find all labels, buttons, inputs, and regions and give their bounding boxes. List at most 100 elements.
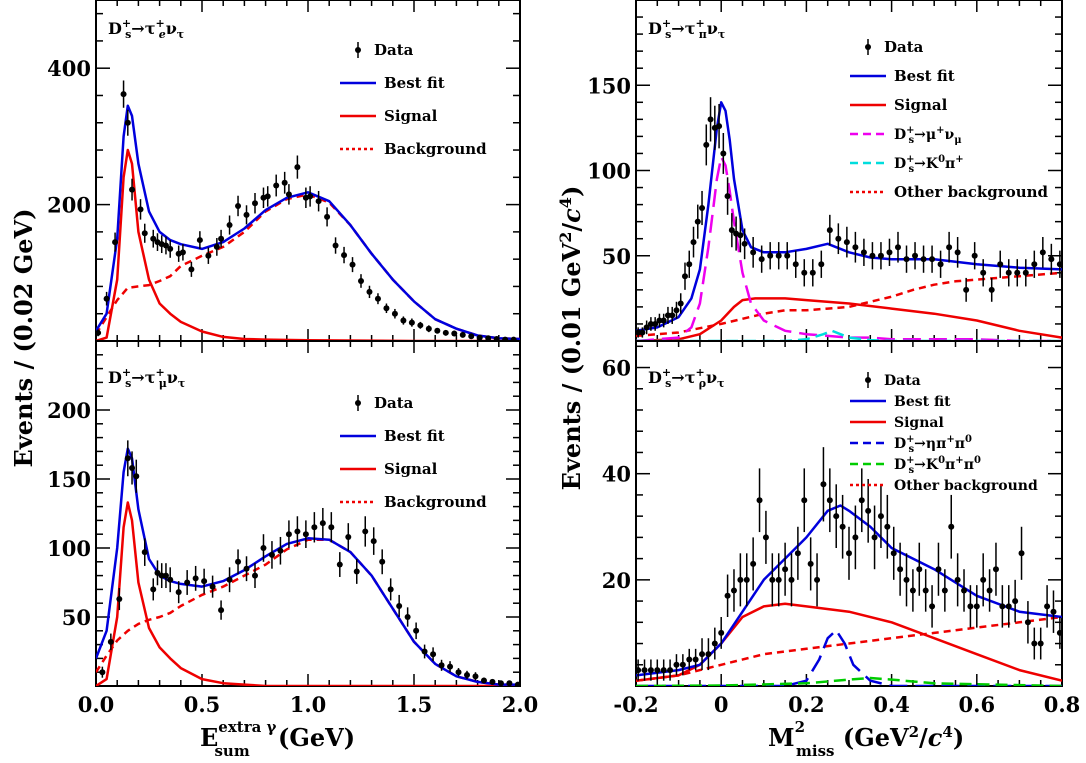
data-point xyxy=(801,497,808,504)
data-point xyxy=(192,575,199,582)
data-point xyxy=(408,319,415,326)
data-point xyxy=(162,242,169,249)
data-point xyxy=(820,481,827,488)
data-point xyxy=(641,667,648,674)
data-point xyxy=(158,572,165,579)
data-point xyxy=(154,569,161,576)
data-point xyxy=(1056,261,1062,268)
data-point xyxy=(707,116,714,123)
panel-br: -0.2 0 0.2 0.4 0.6 0.8 20 40 60 D+ s→τ+ ρντ Data Best… xyxy=(602,340,1081,717)
data-point xyxy=(124,455,131,462)
data-point xyxy=(141,549,148,556)
data-point xyxy=(711,640,718,647)
data-point xyxy=(750,560,757,567)
data-point xyxy=(809,269,816,276)
y-tick-label: 400 xyxy=(47,56,91,81)
legend-label: Data xyxy=(374,41,414,59)
data-point xyxy=(1012,598,1019,605)
data-point xyxy=(107,638,114,645)
legend-label: Best fit xyxy=(384,427,445,445)
x-tick-label: 0.8 xyxy=(1044,692,1081,717)
data-point xyxy=(705,651,712,658)
data-point xyxy=(358,277,364,284)
data-point xyxy=(235,202,242,209)
data-point xyxy=(260,545,267,551)
right-x-axis-label: M2 miss (GeV2/c4) xyxy=(768,718,964,760)
data-point xyxy=(948,523,955,530)
data-point xyxy=(510,336,517,341)
data-point xyxy=(762,534,769,541)
data-point xyxy=(332,242,339,249)
y-tick-label: 60 xyxy=(602,356,631,381)
data-point xyxy=(852,534,859,541)
data-point xyxy=(277,547,284,554)
y-tick-label: 40 xyxy=(602,462,631,487)
data-point xyxy=(175,589,182,596)
data-point xyxy=(660,667,667,674)
data-point xyxy=(903,576,910,583)
legend-label: Data xyxy=(884,373,921,389)
data-point xyxy=(374,295,381,302)
data-point xyxy=(307,193,314,200)
other-background-curve xyxy=(636,271,1062,338)
data-point xyxy=(1037,640,1044,647)
data-point xyxy=(345,533,352,540)
data-point xyxy=(1024,619,1031,626)
data-point xyxy=(743,576,750,583)
data-point xyxy=(129,186,136,193)
data-point xyxy=(167,576,174,583)
y-tick-label: 100 xyxy=(587,159,631,184)
legend-label: Data xyxy=(374,394,414,412)
data-point xyxy=(294,164,301,171)
plot-frame xyxy=(635,340,1063,687)
left-y-axis-label: Events / (0.02 GeV) xyxy=(9,209,38,468)
data-point xyxy=(425,325,432,332)
data-point xyxy=(506,680,513,686)
data-point xyxy=(464,671,470,678)
data-point xyxy=(447,663,454,670)
panel-bl: 0.0 0.5 1.0 1.5 2.0 50 100 150 200 D+ s→τ+ μντ Data B… xyxy=(47,340,538,717)
data-point xyxy=(692,656,699,663)
data-point xyxy=(758,256,765,263)
data-point xyxy=(647,667,654,674)
data-point xyxy=(1048,256,1055,263)
data-point xyxy=(235,558,242,565)
data-point xyxy=(852,244,859,251)
legend: Data Best fit Signal Background xyxy=(340,394,487,511)
data-point xyxy=(252,572,258,579)
data-point xyxy=(935,566,942,573)
data-point xyxy=(226,222,233,229)
data-point xyxy=(903,256,910,263)
data-point xyxy=(1018,550,1025,557)
data-point xyxy=(961,587,968,594)
data-point xyxy=(690,239,697,246)
plot-frame xyxy=(95,340,521,687)
data-point xyxy=(886,249,893,256)
data-point xyxy=(218,607,225,614)
legend-data-marker xyxy=(355,47,361,53)
legend-label: Signal xyxy=(894,96,948,114)
data-point xyxy=(894,244,901,251)
data-point xyxy=(703,141,710,148)
data-point xyxy=(858,497,865,504)
right-y-axis-label: Events / (0.01 GeV2/c4) xyxy=(556,186,586,491)
data-point xyxy=(826,497,833,504)
process-label: D+ s→τ+ μντ xyxy=(108,366,185,390)
data-point xyxy=(188,266,195,273)
data-point xyxy=(476,334,483,341)
data-point xyxy=(137,206,144,213)
data-point xyxy=(916,566,923,573)
legend-label: Signal xyxy=(894,415,944,431)
x-tick-label: 0.4 xyxy=(873,692,910,717)
data-point xyxy=(980,269,987,276)
legend-data-marker xyxy=(355,400,361,406)
x-tick-label: 0.6 xyxy=(959,692,996,717)
process-label: D+ s→τ+ ρντ xyxy=(648,366,725,390)
data-point xyxy=(150,586,157,593)
data-point xyxy=(285,191,292,198)
legend-label: Best fit xyxy=(384,74,445,92)
y-tick-label: 150 xyxy=(587,73,631,98)
background-curve xyxy=(96,193,520,341)
process-label: D+ s→τ+ πντ xyxy=(648,17,725,41)
y-tick-label: 200 xyxy=(47,398,91,423)
